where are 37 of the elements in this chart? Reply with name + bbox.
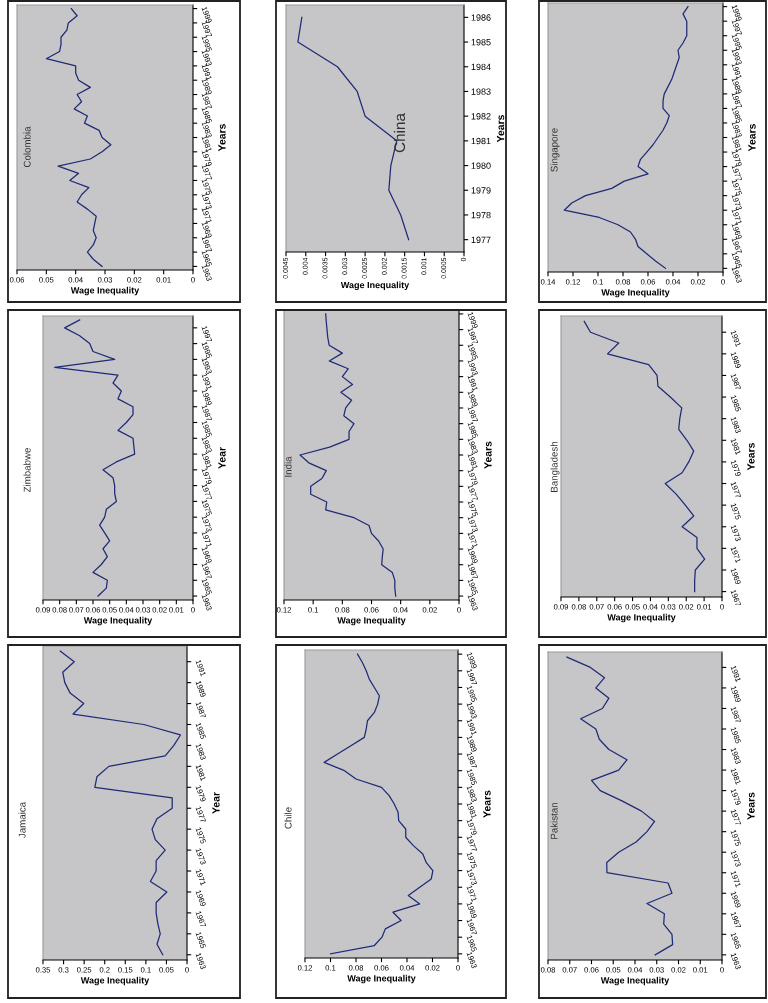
y-axis-title: Year: [212, 792, 220, 814]
y-axis-title: Years: [484, 441, 492, 469]
y-tick-label: 1983: [471, 88, 491, 95]
x-axis-title: Wage Inequality: [80, 976, 150, 986]
x-axis-title: Wage Inequality: [337, 616, 406, 626]
y-tick-label: 1981: [471, 137, 491, 145]
text: China: [393, 113, 406, 153]
text: Chile: [284, 807, 292, 829]
y-tick-label: 1980: [471, 162, 491, 169]
text: Singapore: [550, 128, 560, 172]
x-axis-title: Wage Inequality: [600, 976, 670, 986]
text: Bangladesh: [550, 441, 560, 492]
y-tick-label: 1986: [471, 14, 491, 21]
y-tick-label: 1982: [471, 113, 491, 120]
y-tick-label: 1985: [471, 39, 491, 46]
y-axis-title: Years: [748, 124, 756, 152]
x-axis-title: Wage Inequality: [83, 616, 153, 626]
y-axis-title: Year: [218, 447, 226, 469]
text: Colombia: [23, 126, 31, 168]
y-tick-label: 1978: [471, 211, 491, 219]
text: Pakistan: [550, 802, 558, 839]
y-axis-title: Years: [483, 790, 491, 818]
y-tick-label: 1977: [471, 236, 491, 244]
y-tick-label: 1984: [471, 63, 491, 71]
x-axis-title: Wage Inequality: [70, 286, 140, 296]
y-tick-label: 1979: [471, 187, 491, 194]
x-axis-title: Wage Inequality: [601, 288, 670, 298]
y-axis-title: Years: [747, 792, 755, 820]
x-axis-title: Wage Inequality: [607, 613, 676, 623]
x-axis-title: Wage Inequality: [340, 281, 410, 291]
y-axis-title: Years: [747, 443, 755, 471]
text: Jamaica: [18, 801, 26, 838]
y-axis-title: Years: [218, 124, 226, 152]
y-axis-title: Years: [496, 115, 505, 143]
text: India: [284, 456, 292, 477]
text: Zimbabwe: [23, 448, 31, 493]
x-axis-title: Wage Inequality: [347, 974, 416, 984]
